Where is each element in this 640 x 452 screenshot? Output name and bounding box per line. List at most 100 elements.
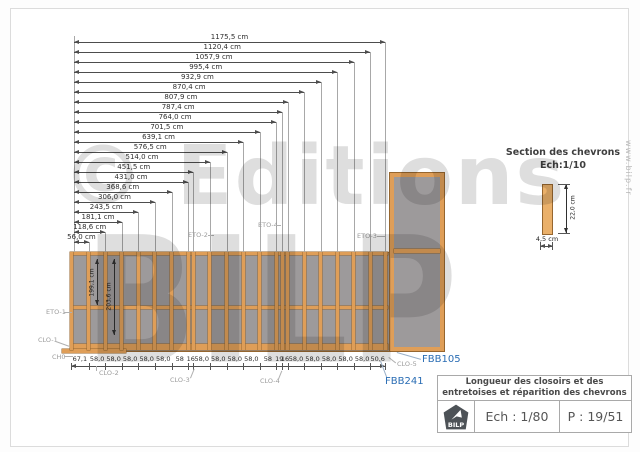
chevron-rafter xyxy=(335,252,339,350)
top-dimension-line xyxy=(74,150,227,154)
top-dimension-label: 639,1 cm xyxy=(142,133,175,141)
roof-band-panel xyxy=(70,252,390,352)
top-dimension-label: 368,6 cm xyxy=(106,183,140,191)
extension-line xyxy=(259,132,261,252)
extension-line xyxy=(353,62,355,252)
top-dimension-label: 451,5 cm xyxy=(117,163,151,171)
bottom-dimension-tick xyxy=(105,363,107,370)
extension-line xyxy=(154,202,156,252)
bottom-dimension-label: 19 xyxy=(275,355,284,363)
top-dimension-line xyxy=(74,230,106,234)
top-dimension-line xyxy=(74,240,89,244)
bilp-logo-text: BILP xyxy=(448,420,465,428)
section-tick xyxy=(540,242,541,250)
top-dimension-label: 932,9 cm xyxy=(180,73,214,81)
chevron-rafter xyxy=(208,252,212,350)
chevron-rafter xyxy=(352,252,356,350)
top-dimension-label: 56,0 cm xyxy=(67,233,96,241)
top-dimension-label: 787,4 cm xyxy=(161,103,195,111)
top-dimension-line xyxy=(74,100,288,104)
chevron-rafter xyxy=(368,252,372,350)
extension-line xyxy=(282,112,284,252)
chevron-rafter xyxy=(69,252,73,350)
bottom-dimension-tick xyxy=(71,363,72,370)
label-eto-4: ETO-4 xyxy=(258,221,278,229)
bottom-dimension-tick xyxy=(209,363,211,370)
bilp-logo: BILP xyxy=(438,401,475,432)
bottom-dimension-label: 58 xyxy=(175,355,184,363)
bottom-dimension-tick xyxy=(282,363,284,370)
label-fbb105: FBB105 xyxy=(422,354,461,365)
mid-entretoise-rail xyxy=(71,306,388,309)
top-dimension-label: 576,5 cm xyxy=(133,143,167,151)
top-dimension-label: 701,5 cm xyxy=(150,123,184,131)
top-dimension-line xyxy=(74,110,283,114)
bilp-logo-icon: BILP xyxy=(443,404,469,429)
bottom-dimension-label: 58,0 xyxy=(354,355,370,363)
section-title-scale: Ech:1/10 xyxy=(540,159,586,171)
top-dimension-line xyxy=(74,50,371,54)
bottom-dimension-label: 58,0 xyxy=(227,355,243,363)
bottom-dimension-label: 58,0 xyxy=(106,355,121,363)
extension-line xyxy=(171,192,173,252)
top-dimension-line xyxy=(74,160,210,164)
label-clo-4: CLO-4 xyxy=(260,377,280,385)
top-dimension-label: 870,4 cm xyxy=(172,83,206,91)
extension-line xyxy=(209,162,211,252)
label-fbb241: FBB241 xyxy=(385,376,424,387)
extension-line xyxy=(121,222,123,252)
chevron-rafter xyxy=(280,252,284,350)
extension-line xyxy=(287,102,289,252)
bottom-dimension-tick xyxy=(171,363,173,370)
page-cell: P : 19/51 xyxy=(567,409,624,424)
bottom-rail xyxy=(70,344,388,350)
bottom-dimension-tick xyxy=(188,363,190,370)
label-ch0: CH0 xyxy=(52,353,66,361)
chevron-rafter xyxy=(120,252,124,350)
section-tick xyxy=(552,242,553,250)
chevron-rafter xyxy=(191,252,195,350)
section-width-dim-line xyxy=(540,244,553,248)
label-clo-2: CLO-2 xyxy=(99,369,119,377)
top-dimension-line xyxy=(74,210,139,214)
title-block-title: Longueur des closoirs et des entretoises… xyxy=(438,376,631,401)
bottom-dimension-label: 58,0 xyxy=(139,355,154,363)
vertical-dim-label-1: 199,1 cm xyxy=(88,268,96,297)
scale-cell: Ech : 1/80 xyxy=(475,401,560,432)
top-dimension-label: 118,6 cm xyxy=(73,223,107,231)
bottom-dimension-label: 67,1 xyxy=(72,355,88,363)
vertical-dim-label-2: 203,6 cm xyxy=(105,282,113,311)
label-eto-2: ETO-2 xyxy=(188,231,208,239)
top-dimension-label: 764,0 cm xyxy=(158,113,192,121)
top-dimension-line xyxy=(74,80,321,84)
vertical-dim-line-1 xyxy=(95,259,99,305)
leader-eto-2 xyxy=(208,235,214,236)
section-title-line1: Section des chevrons xyxy=(505,147,621,158)
bottom-dimension-label: 58,0 xyxy=(244,355,259,363)
extension-line xyxy=(193,172,195,252)
section-tick xyxy=(558,184,570,185)
top-dimension-line xyxy=(74,190,172,194)
label-eto-1: ETO-1 xyxy=(46,308,66,316)
bottom-dimension-tick xyxy=(138,363,140,370)
section-height-label: 22,0 cm xyxy=(569,195,577,220)
leader-ch0 xyxy=(64,356,73,357)
top-dimension-label: 995,4 cm xyxy=(189,63,223,71)
bottom-dimension-tick xyxy=(370,363,372,370)
chevron-rafter xyxy=(319,252,323,350)
title-line1: Longueur des closoirs et des xyxy=(465,377,604,387)
chevron-section-rect xyxy=(542,184,553,235)
label-eto-3: ETO-3 xyxy=(357,232,377,240)
bottom-dimension-tick xyxy=(385,363,386,370)
bottom-dimension-label: 16 xyxy=(186,355,195,363)
top-dimension-line xyxy=(74,120,277,124)
extension-line xyxy=(243,142,245,252)
section-tick xyxy=(558,233,570,234)
top-dimension-line xyxy=(74,70,338,74)
bottom-dimension-tick xyxy=(276,363,278,370)
chevron-rafter xyxy=(383,252,387,350)
bottom-dimension-tick xyxy=(353,363,355,370)
label-clo-5: CLO-5 xyxy=(397,360,417,368)
top-dimension-label: 306,0 cm xyxy=(98,193,131,201)
